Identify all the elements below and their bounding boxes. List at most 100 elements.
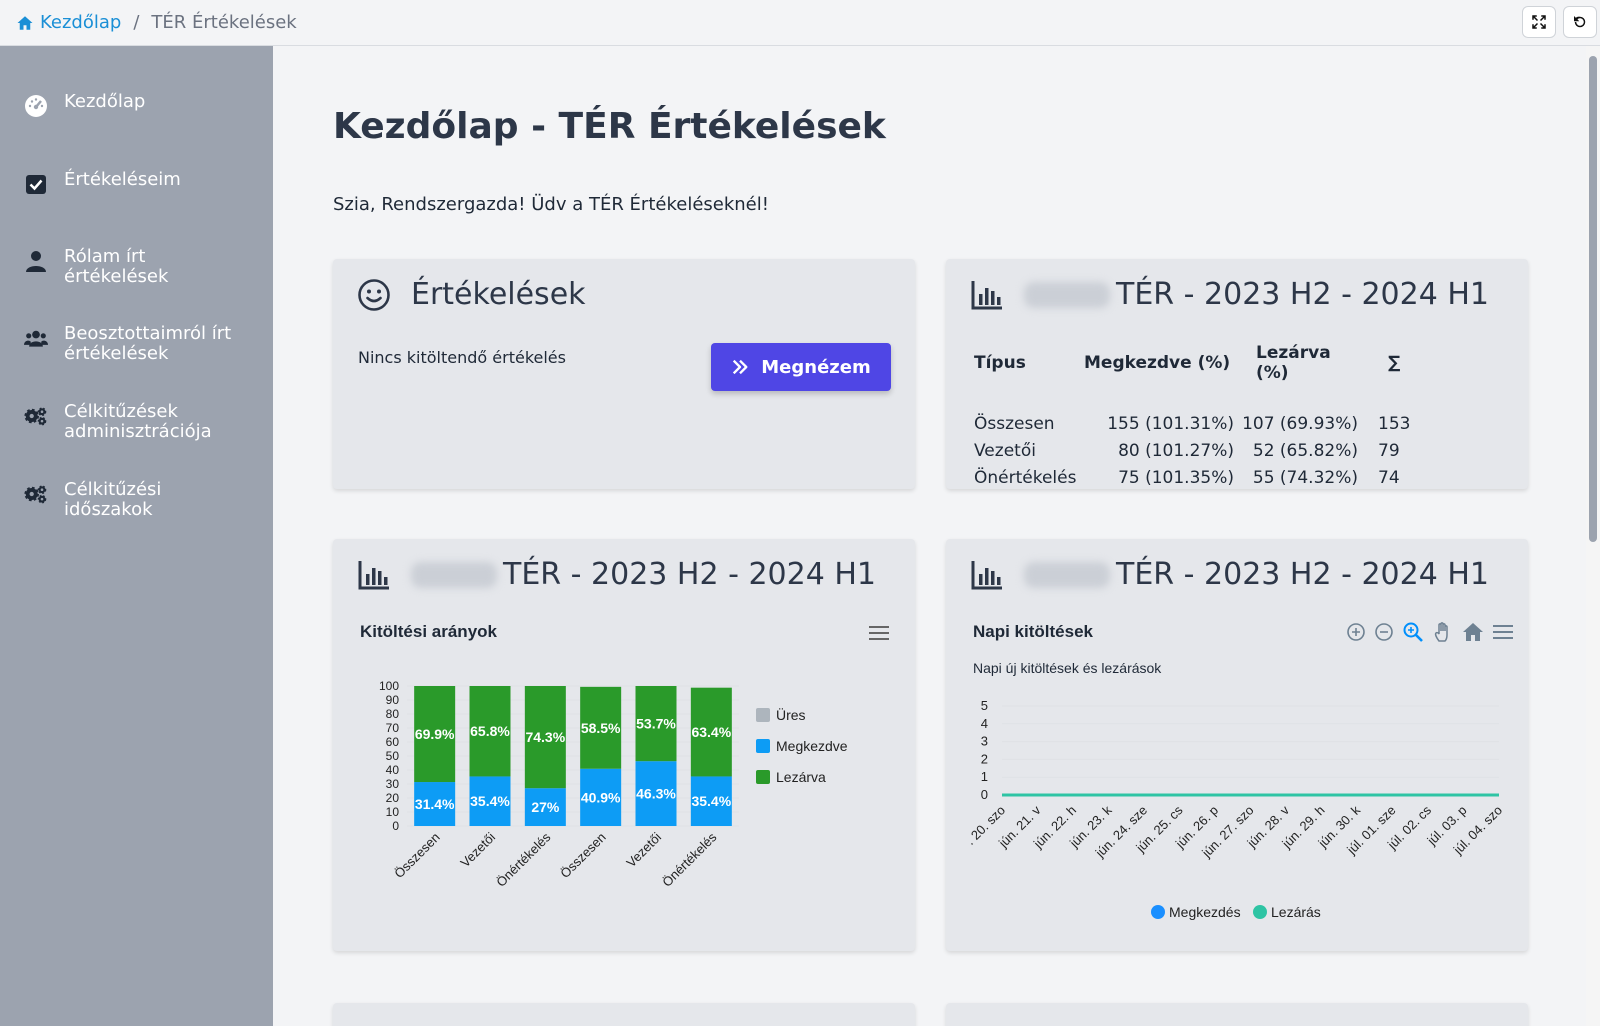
- undo-icon: [1574, 16, 1586, 28]
- view-button[interactable]: Megnézem: [711, 343, 891, 391]
- reset-home-icon[interactable]: [1462, 621, 1484, 643]
- breadcrumb-separator: /: [133, 12, 140, 33]
- redacted-name: [411, 561, 497, 588]
- column-header: Megkezdve (%): [1084, 353, 1231, 373]
- y-tick-label: 60: [386, 735, 400, 749]
- sidebar-item-label: Kezdőlap: [64, 91, 146, 112]
- x-tick-label: Összesen: [557, 830, 608, 881]
- y-tick-label: 90: [386, 693, 400, 707]
- sidebar-item-ertekeleseim[interactable]: Értékeléseim: [24, 170, 254, 196]
- y-tick-label: 0: [392, 819, 399, 833]
- scrollbar-thumb[interactable]: [1589, 56, 1597, 542]
- table-cell: 153: [1378, 413, 1411, 434]
- reload-button[interactable]: [1563, 6, 1597, 38]
- sidebar-item-kezdolap[interactable]: Kezdőlap: [24, 92, 254, 118]
- card-partial: [946, 1003, 1528, 1026]
- breadcrumb-home-link[interactable]: Kezdőlap: [16, 12, 121, 33]
- y-tick-label: 30: [386, 777, 400, 791]
- sidebar-item-label: Értékeléseim: [64, 169, 181, 190]
- zoom-out-icon[interactable]: [1374, 622, 1394, 642]
- pan-hand-icon[interactable]: [1432, 621, 1454, 643]
- table-cell: Vezetői: [974, 440, 1036, 461]
- chart-subtitle: Napi új kitöltések és lezárások: [973, 660, 1162, 676]
- legend-label: Üres: [776, 706, 806, 723]
- bar-segment: [469, 686, 511, 777]
- breadcrumb: Kezdőlap / TÉR Értékelések: [16, 12, 297, 33]
- legend-label: Megkezdés: [1169, 904, 1241, 920]
- smile-icon: [358, 278, 390, 311]
- bar-data-label: 46.3%: [636, 786, 676, 802]
- legend-label: Lezárva: [776, 769, 826, 785]
- column-header: ∑: [1388, 353, 1401, 373]
- sidebar-item-beosztottaim[interactable]: Beosztottaimról írt értékelések: [24, 324, 254, 364]
- fullscreen-button[interactable]: [1522, 6, 1556, 38]
- table-row: Összesen 155 (101.31%) 107 (69.93%) 153: [974, 413, 1410, 440]
- table-cell: 52 (65.82%): [1252, 440, 1358, 461]
- card-title: TÉR - 2023 H2 - 2024 H1: [1116, 277, 1489, 312]
- column-header: Típus: [974, 353, 1026, 373]
- breadcrumb-home-label: Kezdőlap: [40, 12, 122, 33]
- card-header: Értékelések: [357, 277, 586, 312]
- y-tick-label: 40: [386, 763, 400, 777]
- table-cell: Önértékelés: [974, 467, 1077, 488]
- chart-title: Kitöltési arányok: [360, 622, 497, 641]
- y-tick-label: 20: [386, 791, 400, 805]
- y-tick-label: 2: [981, 751, 988, 766]
- bar-segment: [580, 686, 622, 769]
- sidebar-item-celkituzesek-admin[interactable]: Célkitűzések adminisztrációja: [24, 402, 254, 442]
- bar-chart-card: TÉR - 2023 H2 - 2024 H1 Kitöltési arányo…: [333, 539, 915, 951]
- y-tick-label: 3: [981, 734, 988, 749]
- page-scrollbar[interactable]: [1586, 46, 1600, 1026]
- y-tick-label: 70: [386, 721, 400, 735]
- check-square-icon: [26, 175, 46, 194]
- stats-table: Típus Megkezdve (%) Lezárva (%) ∑ Összes…: [974, 343, 1410, 494]
- bar-segment: [469, 776, 511, 826]
- bar-data-label: 63.4%: [691, 724, 731, 740]
- bar-segment: [690, 687, 732, 777]
- chart-title: Napi kitöltések: [973, 622, 1093, 641]
- legend-marker: [756, 708, 770, 722]
- sidebar-item-label: Beosztottaimról írt értékelések: [64, 323, 232, 364]
- sidebar-item-label: Rólam írt értékelések: [64, 246, 169, 287]
- sidebar-item-rolam-irt[interactable]: Rólam írt értékelések: [24, 247, 254, 287]
- selection-zoom-icon[interactable]: [1402, 621, 1424, 643]
- y-tick-label: 1: [981, 769, 988, 784]
- gears-icon: [24, 407, 47, 426]
- column-header: Lezárva (%): [1256, 343, 1331, 383]
- sidebar-item-celkituzesi-idoszakok[interactable]: Célkitűzési időszakok: [24, 480, 254, 520]
- users-icon: [24, 330, 48, 347]
- table-cell: Összesen: [974, 413, 1055, 434]
- welcome-message: Szia, Rendszergazda! Üdv a TÉR Értékelés…: [333, 194, 769, 215]
- y-tick-label: 100: [379, 679, 399, 693]
- top-bar: Kezdőlap / TÉR Értékelések: [0, 0, 1600, 46]
- bar-data-label: 31.4%: [415, 796, 455, 812]
- table-row: Vezetői 80 (101.27%) 52 (65.82%) 79: [974, 440, 1410, 467]
- bar-data-label: 69.9%: [415, 726, 455, 742]
- user-icon: [26, 251, 46, 272]
- zoom-in-icon[interactable]: [1346, 622, 1366, 642]
- chart-menu-icon[interactable]: [869, 625, 889, 641]
- chart-menu-icon[interactable]: [1492, 623, 1514, 641]
- card-partial: [333, 1003, 915, 1026]
- x-tick-label: Önértékelés: [493, 829, 554, 890]
- bar-segment: [635, 686, 677, 762]
- bar-segment: [524, 788, 566, 826]
- bar-data-label: 53.7%: [636, 716, 676, 732]
- redacted-name: [1024, 561, 1110, 588]
- legend-label: Lezárás: [1271, 904, 1321, 920]
- stats-card: TÉR - 2023 H2 - 2024 H1 Típus Megkezdve …: [946, 259, 1528, 489]
- sidebar: Kezdőlap Értékeléseim Rólam írt értékelé…: [0, 46, 273, 1026]
- card-title: TÉR - 2023 H2 - 2024 H1: [1116, 557, 1489, 592]
- bar-data-label: 35.4%: [470, 793, 510, 809]
- table-cell: 74: [1378, 467, 1400, 488]
- table-cell: 55 (74.32%): [1252, 467, 1358, 488]
- bar-segment: [580, 768, 622, 826]
- home-icon: [17, 15, 33, 30]
- gears-icon: [24, 485, 47, 504]
- bar-segment: [414, 782, 456, 826]
- card-title: TÉR - 2023 H2 - 2024 H1: [503, 557, 876, 592]
- bar-data-label: 27%: [531, 799, 560, 815]
- bar-segment: [414, 686, 456, 783]
